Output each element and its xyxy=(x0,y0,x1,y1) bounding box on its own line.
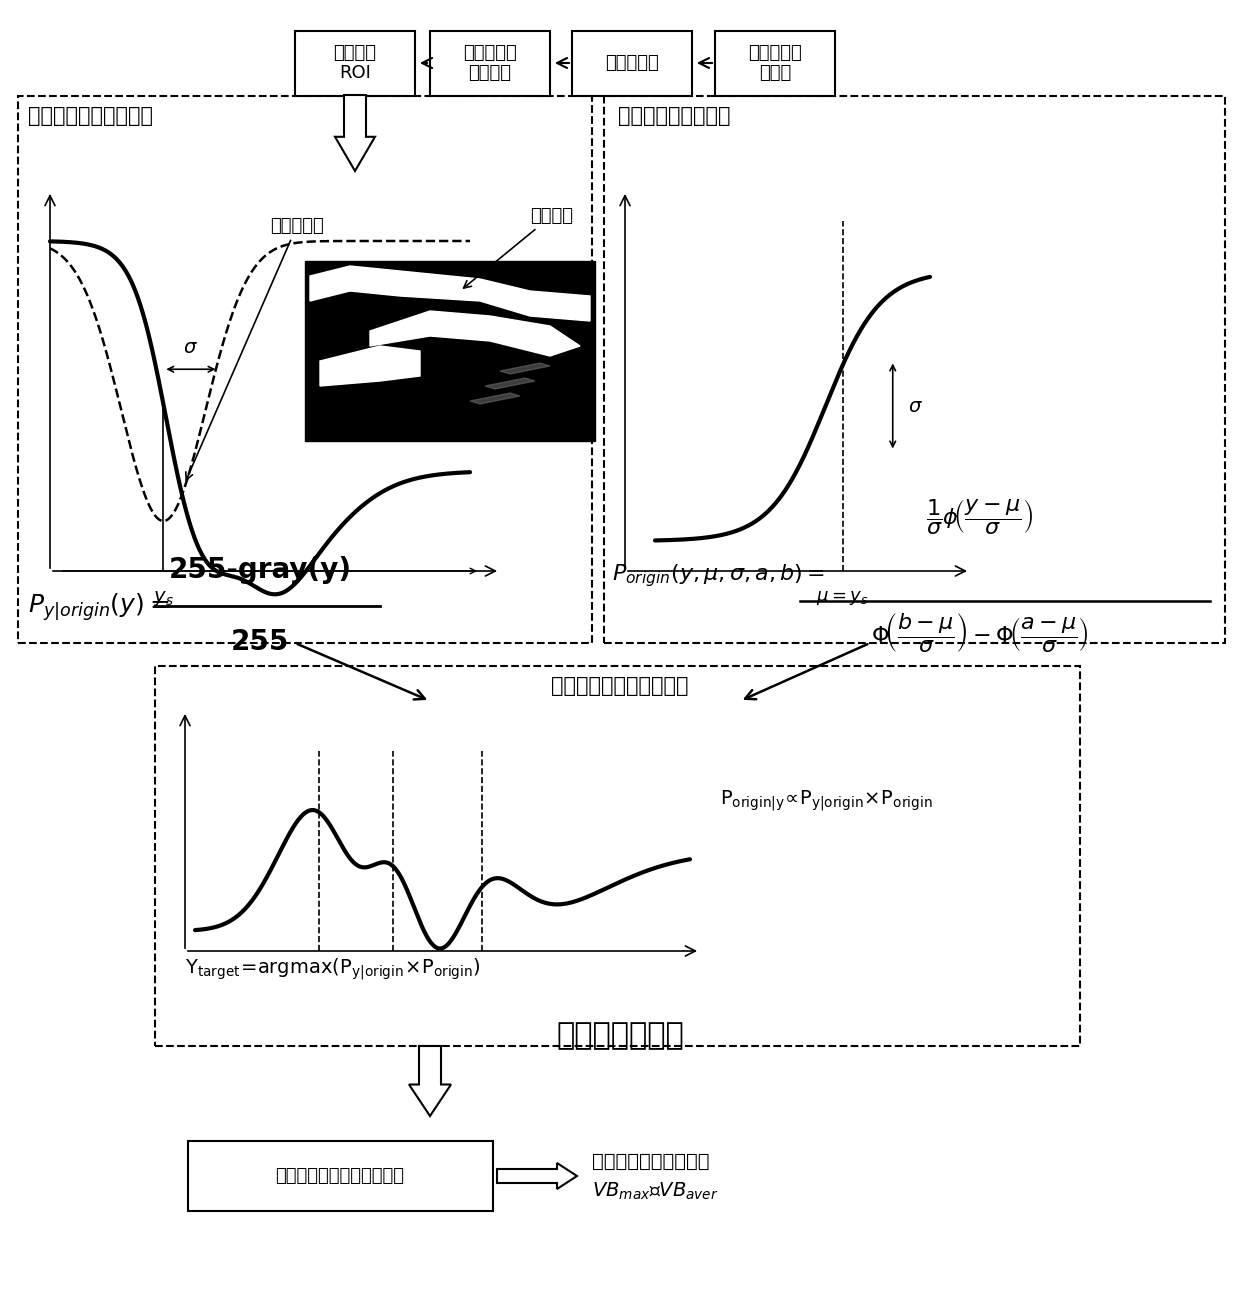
Text: 求解原始边界的后验概率: 求解原始边界的后验概率 xyxy=(552,676,688,696)
Bar xyxy=(305,261,595,442)
Polygon shape xyxy=(500,363,551,374)
Text: 后验概率最大化: 后验概率最大化 xyxy=(556,1021,684,1050)
Polygon shape xyxy=(470,392,520,404)
Text: 构建刀具形
状描述子: 构建刀具形 状描述子 xyxy=(463,44,517,83)
Text: 精确计算后刀面磨损量: 精确计算后刀面磨损量 xyxy=(591,1152,709,1171)
Text: $\rm Y_{target}\!=\!argmax(P_{y|origin}\!\times\! P_{origin})$: $\rm Y_{target}\!=\!argmax(P_{y|origin}\… xyxy=(185,957,480,981)
Text: 原始边界的先验概率: 原始边界的先验概率 xyxy=(618,106,730,127)
Text: $\sigma$: $\sigma$ xyxy=(908,396,923,416)
Polygon shape xyxy=(320,346,420,386)
Text: 获取刀具磨
损图像: 获取刀具磨 损图像 xyxy=(748,44,802,83)
Text: 提取刀口
ROI: 提取刀口 ROI xyxy=(334,44,377,83)
Text: $\dfrac{1}{\sigma}\phi\!\left(\dfrac{y-\mu}{\sigma}\right)$: $\dfrac{1}{\sigma}\phi\!\left(\dfrac{y-\… xyxy=(926,497,1034,536)
Text: $VB_{max}$和$VB_{aver}$: $VB_{max}$和$VB_{aver}$ xyxy=(591,1180,719,1202)
Text: 磨损后边界的似然函数: 磨损后边界的似然函数 xyxy=(29,106,153,127)
Text: 255-gray(y): 255-gray(y) xyxy=(169,556,352,584)
Polygon shape xyxy=(485,378,534,389)
Bar xyxy=(604,96,1225,643)
Text: $\mu =y_s$: $\mu =y_s$ xyxy=(816,589,869,607)
Bar xyxy=(572,31,692,96)
Text: 原始边界: 原始边界 xyxy=(464,207,573,288)
Text: $P_{origin}(y,\mu,\sigma,a,b)=$: $P_{origin}(y,\mu,\sigma,a,b)=$ xyxy=(613,563,825,590)
Bar xyxy=(430,31,551,96)
Polygon shape xyxy=(370,311,580,356)
Text: $\Phi\!\left(\dfrac{b-\mu}{\sigma}\right)-\Phi\!\left(\dfrac{a-\mu}{\sigma}\righ: $\Phi\!\left(\dfrac{b-\mu}{\sigma}\right… xyxy=(870,611,1089,655)
Polygon shape xyxy=(497,1163,577,1189)
Text: $y_s$: $y_s$ xyxy=(153,589,174,608)
Text: $P_{y|origin}(y)=$: $P_{y|origin}(y)=$ xyxy=(29,590,170,621)
Polygon shape xyxy=(335,96,374,170)
Text: 图像预处理: 图像预处理 xyxy=(605,54,658,72)
Bar xyxy=(187,1141,492,1211)
Text: 255: 255 xyxy=(231,627,289,656)
Text: 拟合原始边界和磨损后边界: 拟合原始边界和磨损后边界 xyxy=(275,1167,404,1185)
Bar xyxy=(715,31,835,96)
Text: $\sigma$: $\sigma$ xyxy=(184,338,198,358)
Bar xyxy=(155,666,1080,1046)
Bar xyxy=(295,31,415,96)
Polygon shape xyxy=(310,266,590,321)
Text: $\rm P_{origin|y}\!\propto\! P_{y|origin}\!\times\! P_{origin}$: $\rm P_{origin|y}\!\propto\! P_{y|origin… xyxy=(720,789,932,813)
Polygon shape xyxy=(409,1046,451,1115)
Text: 磨损后边界: 磨损后边界 xyxy=(186,217,324,480)
Bar xyxy=(19,96,591,643)
